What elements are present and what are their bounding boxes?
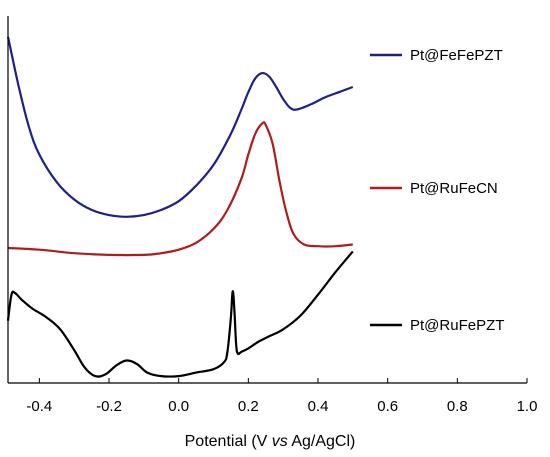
series-line-pt-rufepzt	[6, 250, 354, 378]
legend-label: Pt@RuFeCN	[410, 180, 498, 197]
x-tick-label: -0.4	[26, 398, 52, 415]
legend: Pt@FeFePZT Pt@RuFeCN Pt@RuFePZT	[370, 47, 504, 334]
x-axis-title-vs: vs	[272, 433, 288, 450]
x-tick-label: -0.2	[96, 398, 122, 415]
x-axis-title-part-1: Potential (V	[185, 433, 272, 450]
legend-label: Pt@FeFePZT	[410, 47, 503, 64]
x-ticks: -0.4 -0.2 0.0 0.2 0.4 0.6 0.8 1.0	[26, 378, 537, 415]
x-tick-label: 0.8	[447, 398, 468, 415]
x-tick-label: 0.6	[377, 398, 398, 415]
x-tick-label: 0.0	[168, 398, 189, 415]
x-axis-title: Potential (V vs Ag/AgCl)	[185, 433, 356, 450]
x-tick-label: 1.0	[517, 398, 538, 415]
x-tick-label: 0.2	[238, 398, 259, 415]
x-tick-label: 0.4	[308, 398, 329, 415]
x-axis-title-part-3: Ag/AgCl)	[288, 433, 356, 450]
series-line-pt-fefepzt	[6, 36, 354, 218]
legend-label: Pt@RuFePZT	[410, 317, 504, 334]
plot-lines	[6, 36, 354, 378]
series-line-pt-rufecn	[7, 121, 353, 257]
